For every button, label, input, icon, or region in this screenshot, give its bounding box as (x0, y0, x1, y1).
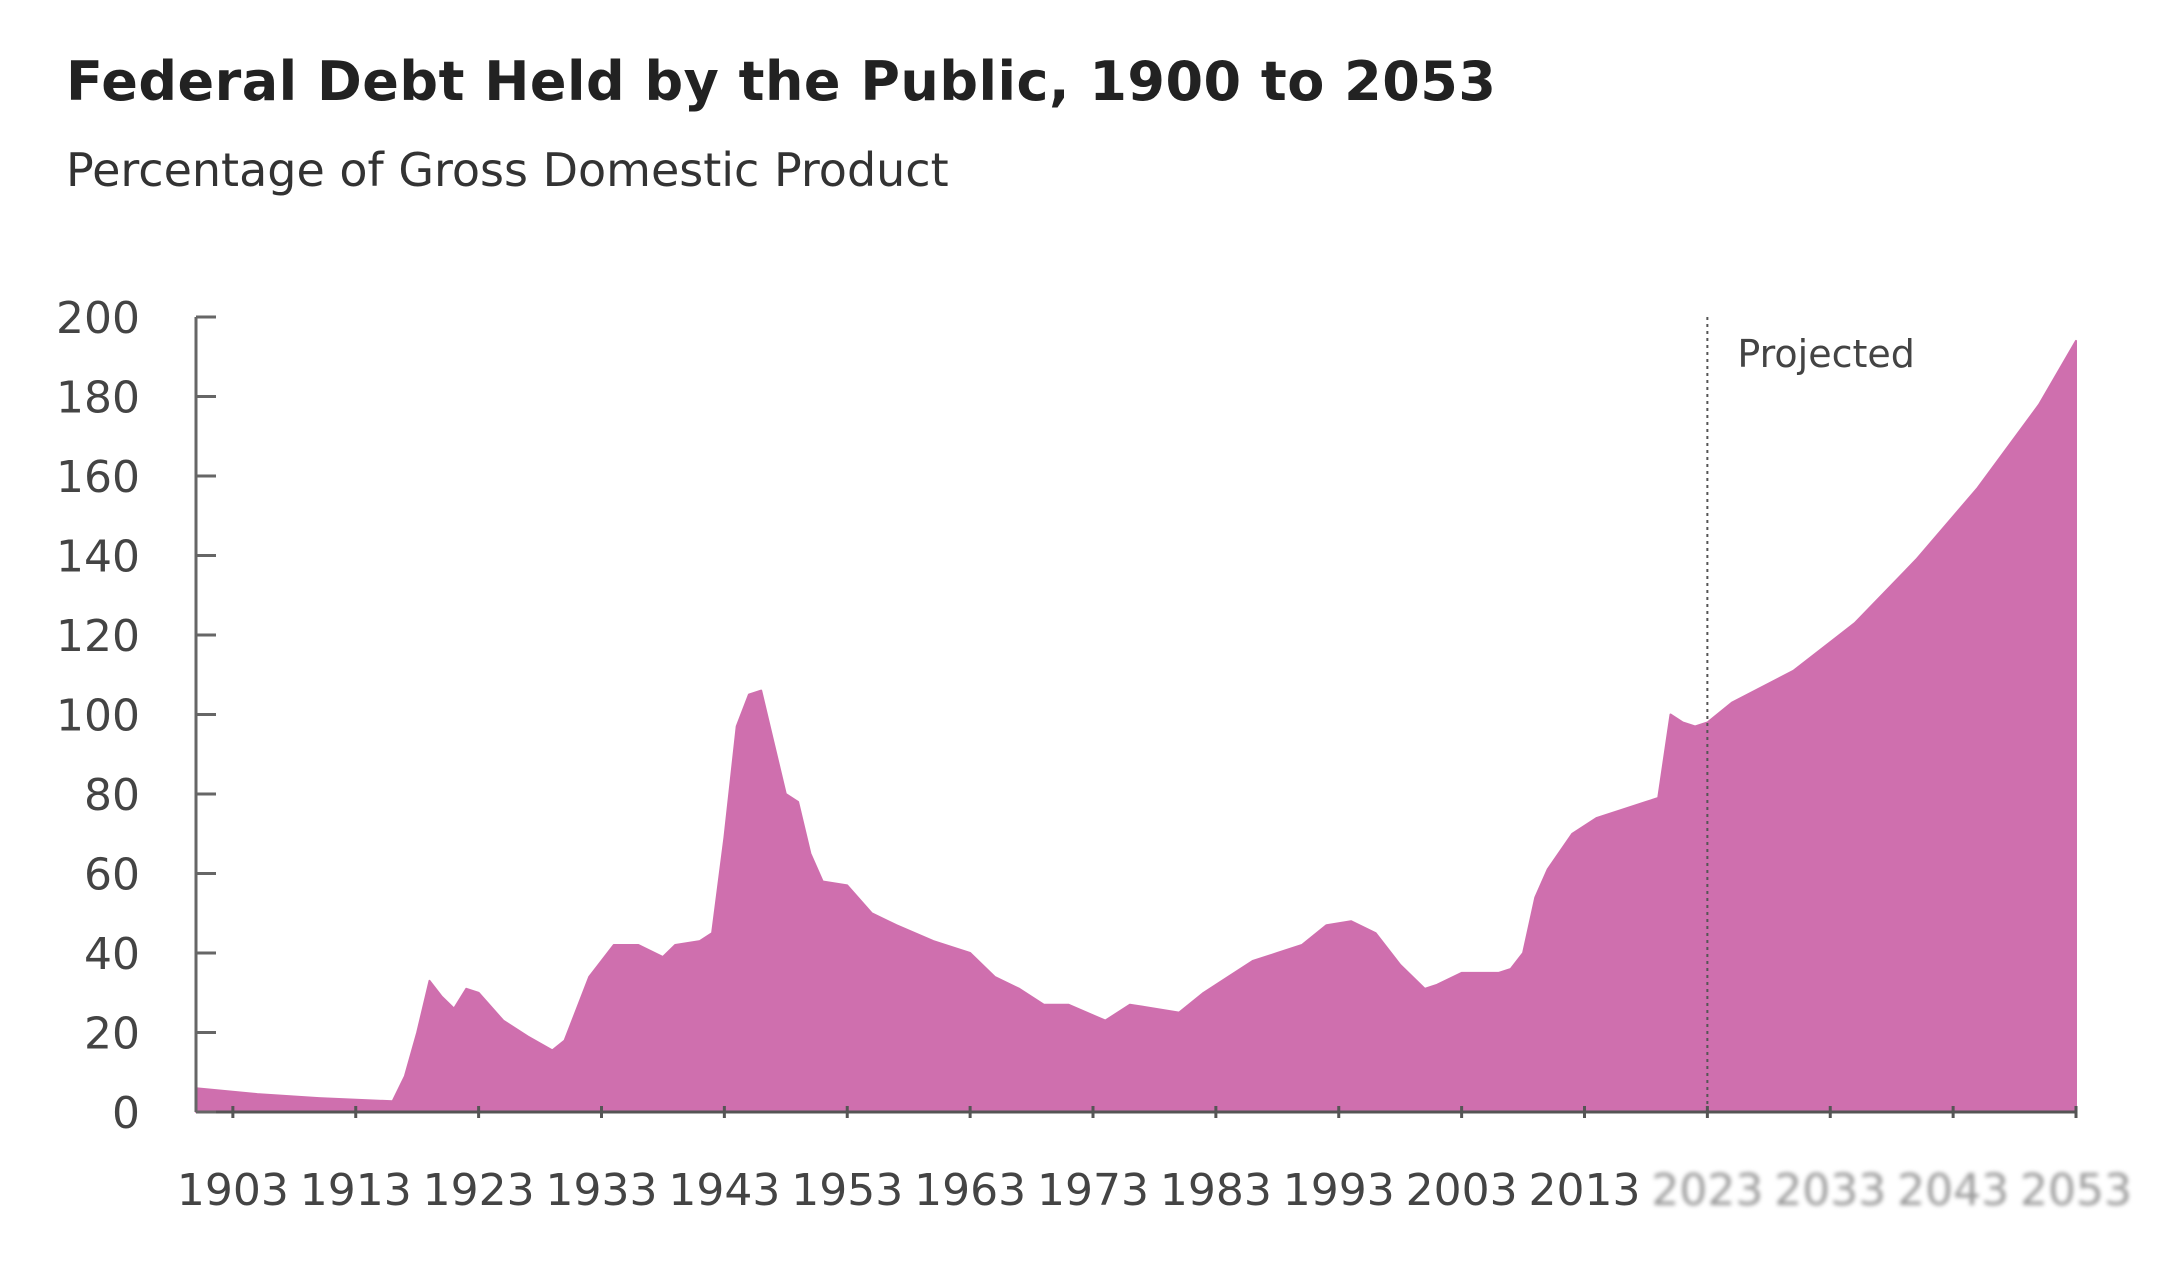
x-tick-label: 1963 (914, 1165, 1026, 1216)
x-tick-label: 2033 (1774, 1165, 1886, 1216)
y-tick-label: 100 (56, 691, 140, 742)
chart-title: Federal Debt Held by the Public, 1900 to… (66, 50, 1497, 113)
y-tick-label: 40 (84, 929, 140, 980)
x-tick-label: 2053 (2020, 1165, 2132, 1216)
y-tick-label: 200 (56, 293, 140, 344)
x-tick-label: 1903 (177, 1165, 289, 1216)
y-tick-label: 160 (56, 452, 140, 503)
y-tick-label: 20 (84, 1009, 140, 1060)
x-tick-label: 2023 (1651, 1165, 1763, 1216)
projected-label: Projected (1737, 332, 1915, 376)
debt-area (195, 339, 2077, 1113)
x-tick-label: 1943 (668, 1165, 780, 1216)
x-tick-label: 1923 (423, 1165, 535, 1216)
y-tick-label: 60 (84, 850, 140, 901)
x-tick-label: 2003 (1406, 1165, 1518, 1216)
x-tick-label: 1983 (1160, 1165, 1272, 1216)
chart-subtitle: Percentage of Gross Domestic Product (66, 143, 949, 197)
y-tick-label: 80 (84, 770, 140, 821)
x-tick-label: 2013 (1529, 1165, 1641, 1216)
x-tick-label: 1973 (1037, 1165, 1149, 1216)
x-tick-label: 1953 (791, 1165, 903, 1216)
x-tick-label: 1993 (1283, 1165, 1395, 1216)
x-tick-label: 1913 (300, 1165, 412, 1216)
y-tick-label: 180 (56, 373, 140, 424)
y-tick-label: 140 (56, 532, 140, 583)
x-tick-label: 2043 (1897, 1165, 2009, 1216)
y-tick-label: 0 (112, 1088, 140, 1139)
x-tick-label: 1933 (545, 1165, 657, 1216)
y-tick-label: 120 (56, 611, 140, 662)
